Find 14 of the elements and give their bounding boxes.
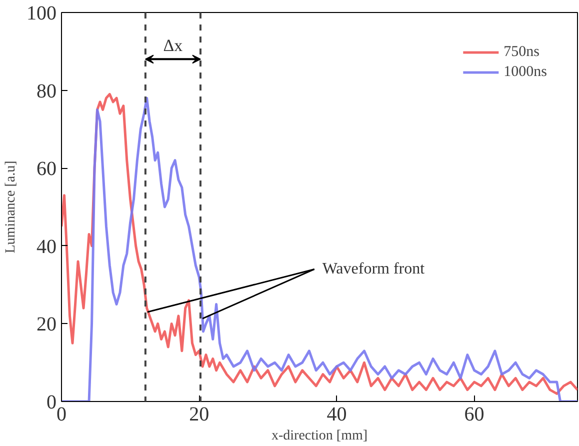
y-tick-label: 40 [36,236,56,258]
legend-label: 750ns [504,44,540,60]
x-tick-label: 60 [464,404,484,426]
ref-line-label: Δx [163,36,184,56]
y-tick-label: 80 [36,80,56,102]
y-tick-label: 100 [26,2,56,24]
annotation: Waveform front [322,260,426,278]
x-axis-title: x-direction [mm] [271,428,368,444]
legend-label: 1000ns [504,64,547,80]
x-tick-label: 40 [326,404,347,426]
y-tick-label: 60 [36,158,56,180]
x-tick-label: 20 [189,404,210,426]
y-axis-title: Luminance [a.u] [4,160,18,254]
y-tick-label: 20 [36,314,56,336]
